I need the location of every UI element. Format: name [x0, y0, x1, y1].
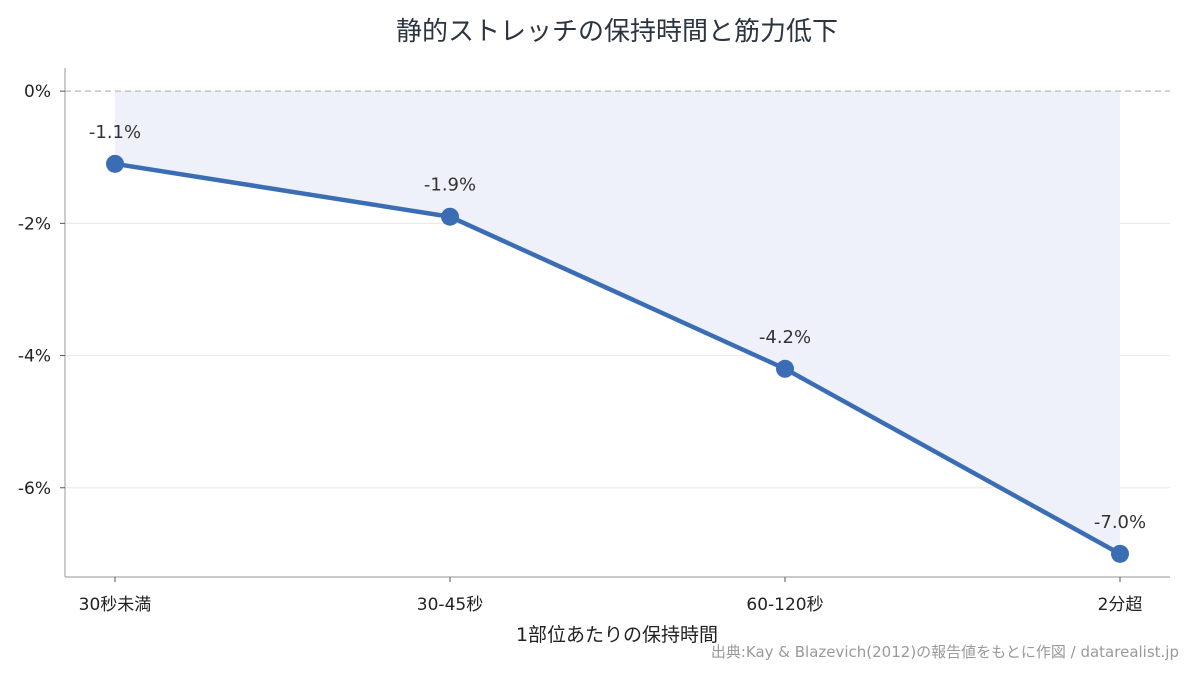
data-labels: -1.1% -1.9% -4.2% -7.0% [89, 122, 1146, 533]
data-label-1: -1.9% [424, 175, 476, 196]
x-tick-label-1: 30-45秒 [417, 595, 483, 615]
y-tick-label-3: -6% [18, 479, 51, 499]
data-label-0: -1.1% [89, 122, 141, 143]
area-fill [115, 91, 1120, 554]
data-point-3 [1111, 544, 1129, 563]
y-tick-label-0: 0% [24, 82, 51, 102]
data-points [106, 154, 1129, 563]
y-axis-ticks: 0% -2% -4% -6% [18, 82, 65, 499]
y-tick-label-1: -2% [18, 214, 51, 234]
x-axis-label: 1部位あたりの保持時間 [516, 624, 718, 646]
data-point-1 [441, 207, 459, 226]
plot-area: 0%-2%-4%-6% 30秒未満 30-45秒 60-120秒 2分超 -1.1%-… [18, 68, 1170, 615]
data-label-3: -7.0% [1094, 512, 1146, 533]
chart-title: 静的ストレッチの保持時間と筋力低下 [396, 17, 838, 47]
x-axis-ticks: 30秒未満 30-45秒 60-120秒 2分超 [79, 577, 1143, 615]
data-label-2: -4.2% [759, 327, 811, 348]
series-line [112, 161, 1123, 557]
x-tick-label-3: 2分超 [1098, 595, 1143, 615]
data-point-0 [106, 154, 124, 173]
x-tick-label-2: 60-120秒 [746, 595, 823, 615]
data-point-2 [776, 359, 794, 378]
source-note: 出典:Kay & Blazevich(2012)の報告値をもとに作図 / dat… [711, 643, 1179, 661]
x-tick-label-0: 30秒未満 [79, 595, 152, 615]
y-tick-label-2: -4% [18, 347, 51, 367]
